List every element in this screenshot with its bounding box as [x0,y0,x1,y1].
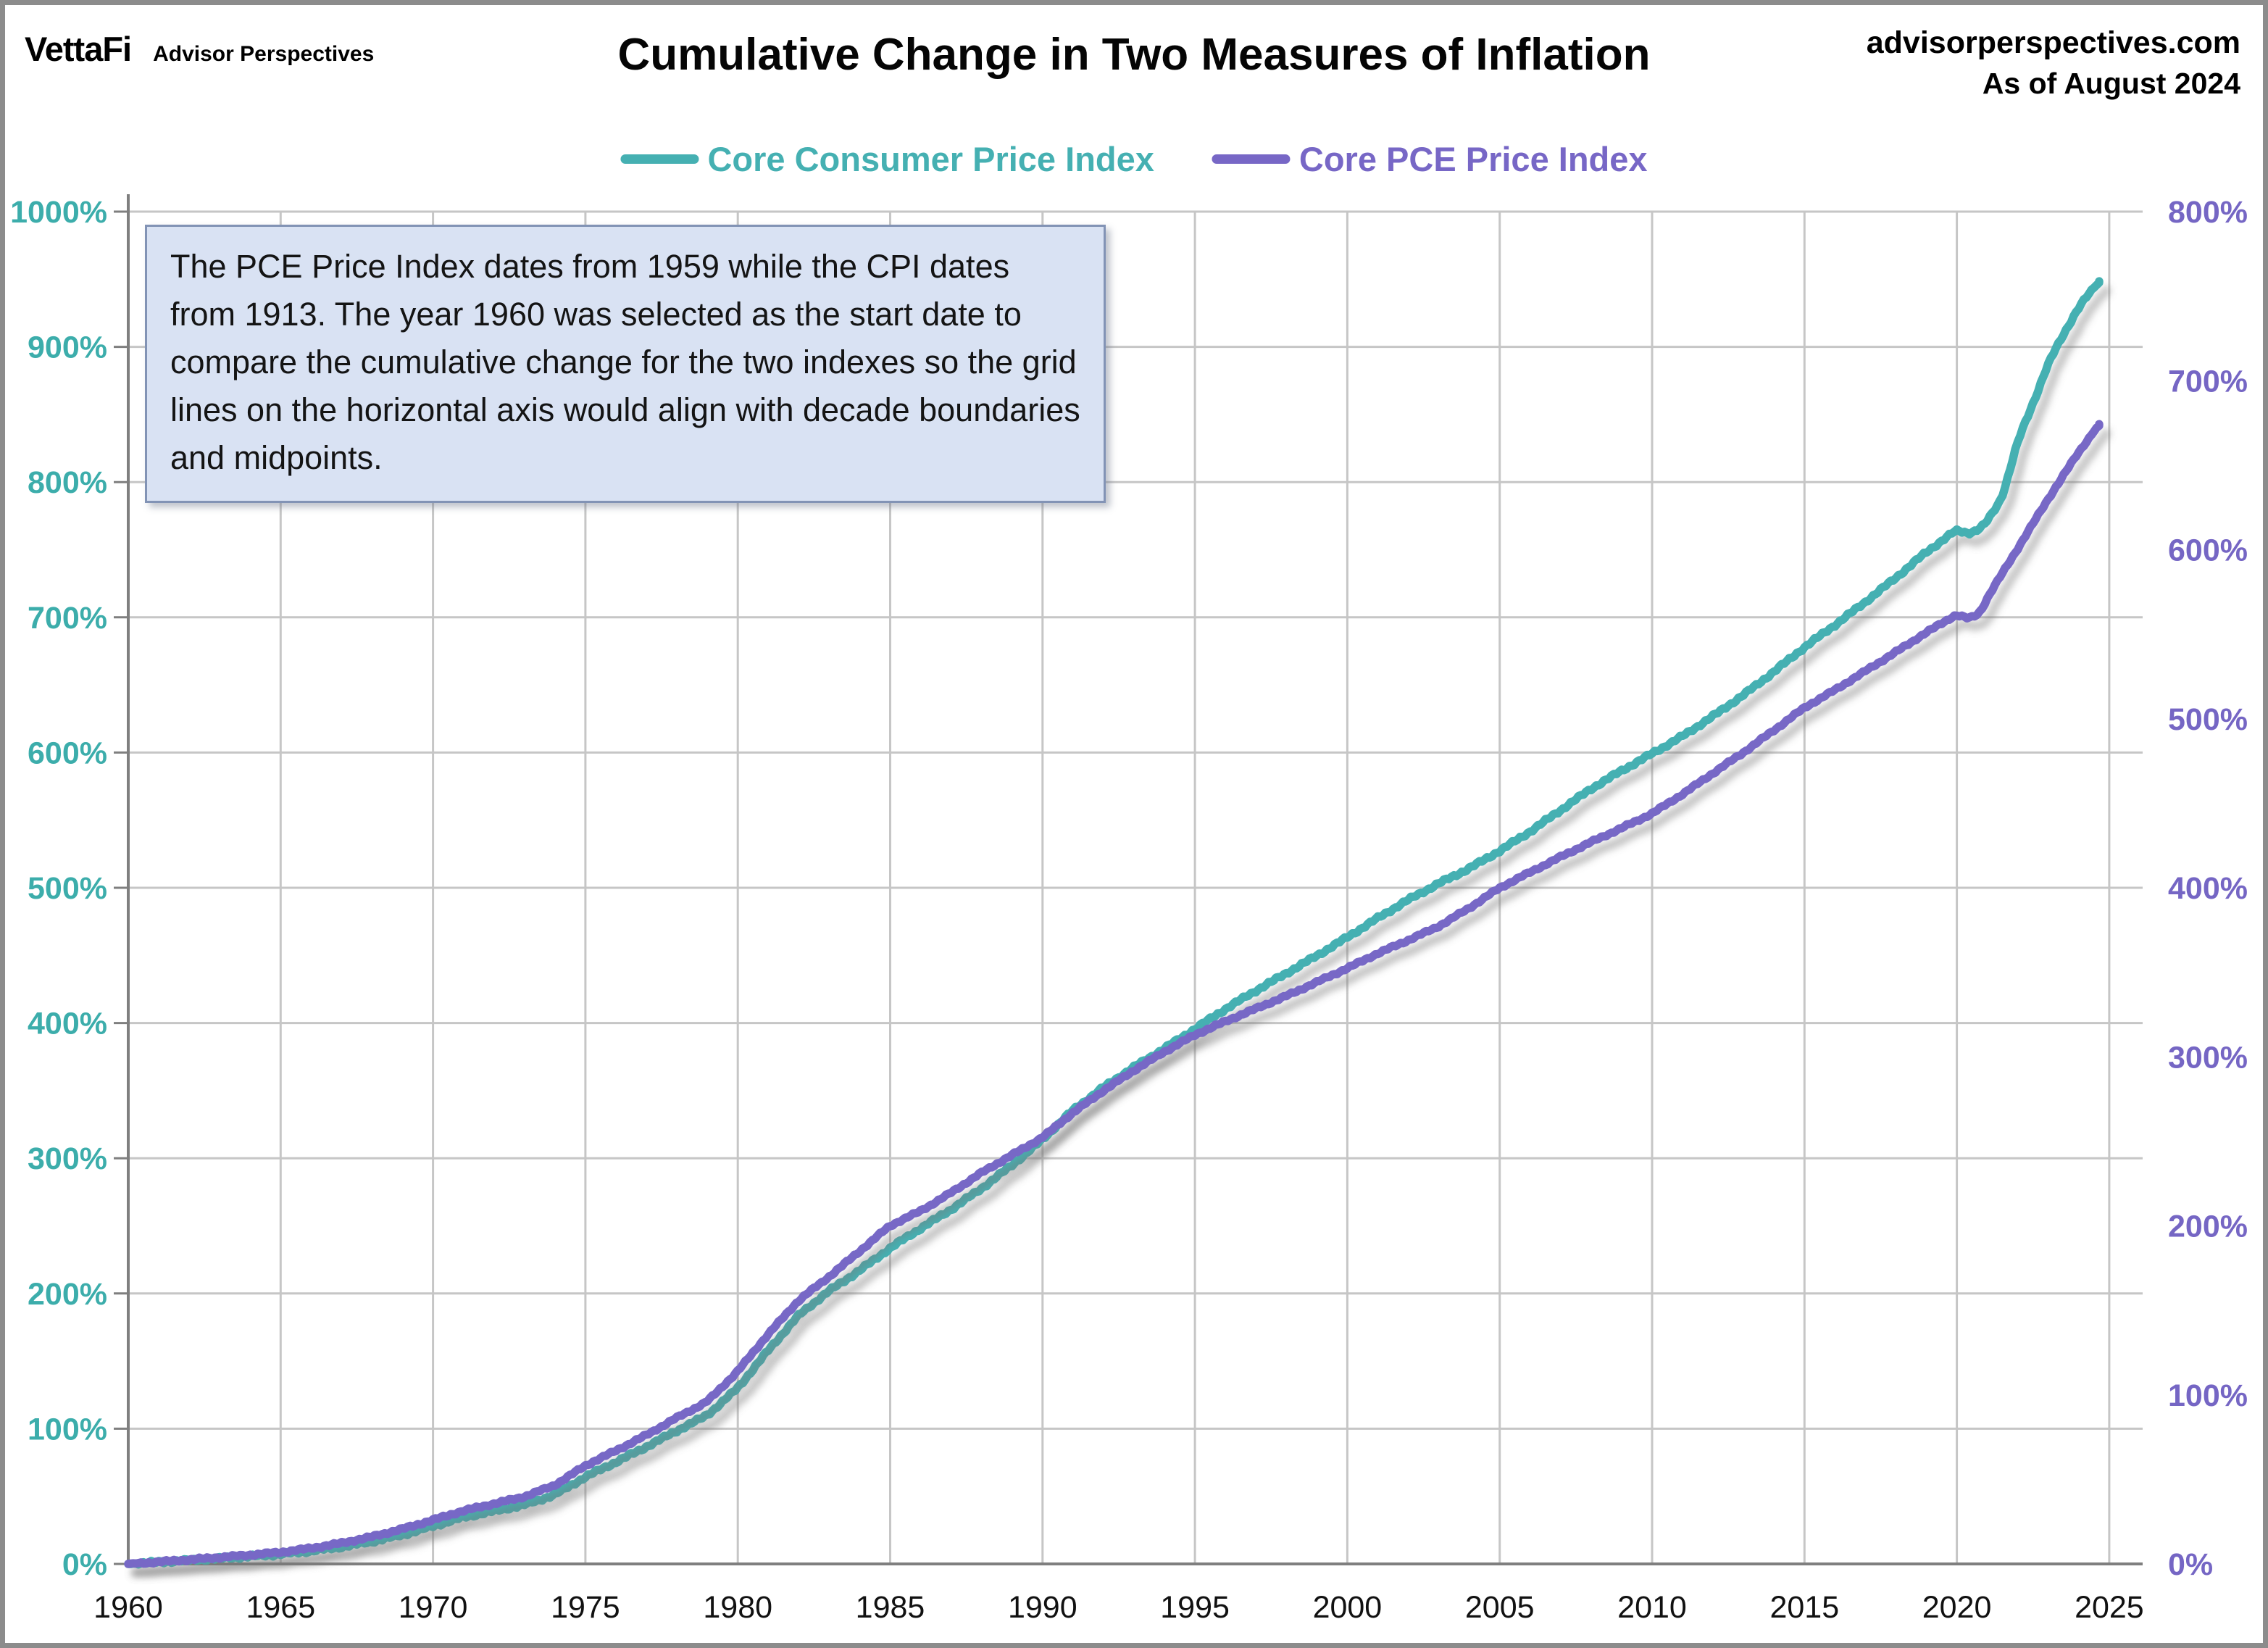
x-axis-label: 1970 [399,1590,468,1625]
x-axis-label: 1990 [1008,1590,1077,1625]
y-axis-label-left: 200% [28,1277,107,1312]
vettafi-logo: VettaFi Advisor Perspectives [25,29,374,69]
vettafi-wordmark: VettaFi [25,30,132,68]
x-axis-label: 2025 [2075,1590,2144,1625]
x-axis-label: 1995 [1160,1590,1230,1625]
y-axis-label-right: 700% [2168,364,2248,399]
y-axis-label-left: 900% [28,330,107,365]
y-axis-label-right: 800% [2168,195,2248,230]
y-axis-label-left: 0% [62,1547,107,1582]
y-axis-label-right: 600% [2168,533,2248,568]
y-axis-label-left: 700% [28,601,107,636]
source-block: advisorperspectives.com As of August 202… [1867,22,2240,104]
source-website: advisorperspectives.com [1866,25,2240,60]
legend-label-core-consumer-price-index: Core Consumer Price Index [707,140,1154,178]
y-axis-label-left: 800% [28,465,107,500]
as-of-date: As of August 2024 [1982,67,2240,101]
y-axis-label-right: 300% [2168,1040,2248,1075]
x-axis-label: 1980 [703,1590,772,1625]
y-axis-label-left: 500% [28,871,107,906]
annotation-box: The PCE Price Index dates from 1959 whil… [145,225,1106,503]
chart-title: Cumulative Change in Two Measures of Inf… [617,30,1651,80]
legend-item-core-consumer-price-index: Core Consumer Price Index [620,139,1154,179]
x-axis-label: 2005 [1465,1590,1535,1625]
x-axis-label: 1985 [856,1590,925,1625]
x-axis-label: 1965 [246,1590,315,1625]
y-axis-label-right: 0% [2168,1547,2213,1582]
legend-item-core-pce-price-index: Core PCE Price Index [1212,139,1648,179]
advisor-perspectives-wordmark: Advisor Perspectives [153,42,375,66]
series-line-core-pce-price-index [124,420,2104,1568]
y-axis-label-right: 200% [2168,1210,2248,1244]
legend-label-core-pce-price-index: Core PCE Price Index [1298,140,1648,178]
y-axis-label-left: 100% [28,1412,107,1447]
y-axis-label-left: 600% [28,736,107,770]
x-axis-label: 1960 [93,1590,163,1625]
x-axis-label: 2015 [1769,1590,1839,1625]
legend-swatch-core-consumer-price-index [620,154,699,164]
legend-swatch-core-pce-price-index [1212,154,1291,164]
x-axis-label: 2000 [1313,1590,1383,1625]
x-axis-label: 1975 [551,1590,620,1625]
x-axis-label: 2020 [1922,1590,1992,1625]
chart-legend: Core Consumer Price Index Core PCE Price … [620,139,1648,179]
y-axis-label-right: 500% [2168,702,2248,737]
y-axis-label-right: 400% [2168,871,2248,906]
y-axis-label-left: 400% [28,1007,107,1041]
y-axis-label-left: 300% [28,1141,107,1176]
annotation-text: The PCE Price Index dates from 1959 whil… [170,248,1080,476]
x-axis-label: 2010 [1617,1590,1687,1625]
y-axis-label-left: 1000% [10,195,107,230]
y-axis-label-right: 100% [2168,1378,2248,1413]
